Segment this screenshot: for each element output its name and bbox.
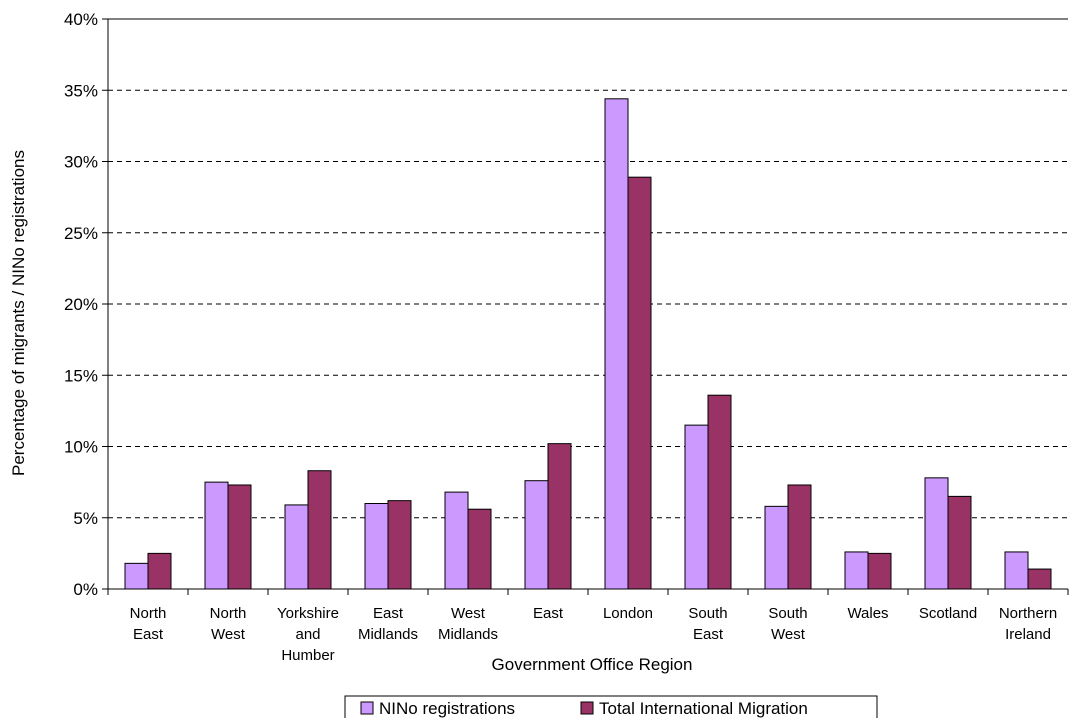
y-tick-label: 25% — [64, 224, 98, 243]
bar-nino — [684, 424, 709, 590]
y-tick-label: 40% — [64, 10, 98, 29]
bar-nino — [524, 480, 549, 590]
y-tick-label: 35% — [64, 81, 98, 100]
x-tick-label: North West — [210, 605, 247, 643]
bar-total-international-migration — [387, 500, 412, 590]
bar-total-international-migration — [547, 443, 572, 590]
x-tick-label: South East — [688, 605, 727, 643]
x-axis-title: Government Office Region — [492, 655, 693, 674]
bar-nino — [844, 551, 869, 590]
axes — [102, 18, 1069, 595]
bars — [124, 98, 1052, 590]
bar-nino — [204, 481, 229, 590]
x-tick-label: South West — [768, 605, 807, 643]
y-tick-label: 20% — [64, 295, 98, 314]
x-tick-label: Northern Ireland — [999, 605, 1057, 643]
y-axis-title: Percentage of migrants / NINo registrati… — [9, 150, 28, 476]
bar-total-international-migration — [467, 508, 492, 590]
legend-swatch-total-international-migration — [580, 701, 594, 715]
bar-nino — [364, 503, 389, 590]
bar-total-international-migration — [307, 470, 332, 590]
bar-total-international-migration — [227, 484, 252, 590]
bar-nino — [284, 504, 309, 590]
x-tick-label: West Midlands — [438, 605, 498, 643]
y-tick-label: 5% — [73, 509, 98, 528]
bar-total-international-migration — [867, 552, 892, 590]
x-tick-label: North East — [130, 605, 167, 643]
y-tick-label: 15% — [64, 366, 98, 385]
x-tick-label: East Midlands — [358, 605, 418, 643]
bar-nino — [124, 562, 149, 590]
bar-nino — [764, 505, 789, 590]
x-tick-label: Yorkshire and Humber — [277, 605, 339, 664]
bar-total-international-migration — [1027, 568, 1052, 590]
tick-labels: 0% 5% 10% 15% 20% 25% 30% 35% 40% North East North W… — [64, 10, 1057, 664]
bar-total-international-migration — [787, 484, 812, 590]
bar-total-international-migration — [707, 394, 732, 590]
bar-total-international-migration — [627, 176, 652, 590]
bar-total-international-migration — [947, 495, 972, 590]
bar-nino — [1004, 551, 1029, 590]
x-tick-label: Wales — [847, 605, 888, 622]
gridlines — [108, 18, 1068, 519]
legend: NINo registrations Total International M… — [344, 695, 878, 723]
bar-nino — [444, 491, 469, 590]
x-tick-label: East — [533, 605, 564, 622]
y-tick-label: 30% — [64, 153, 98, 172]
bar-nino — [924, 477, 949, 590]
legend-label-total-international-migration: Total International Migration — [599, 699, 808, 718]
legend-label-nino: NINo registrations — [379, 699, 515, 718]
x-tick-label: London — [603, 605, 653, 622]
y-tick-label: 10% — [64, 438, 98, 457]
bar-nino — [604, 98, 629, 590]
y-tick-label: 0% — [73, 580, 98, 599]
x-tick-label: Scotland — [919, 605, 977, 622]
bar-total-international-migration — [147, 552, 172, 590]
legend-swatch-nino — [360, 701, 374, 715]
